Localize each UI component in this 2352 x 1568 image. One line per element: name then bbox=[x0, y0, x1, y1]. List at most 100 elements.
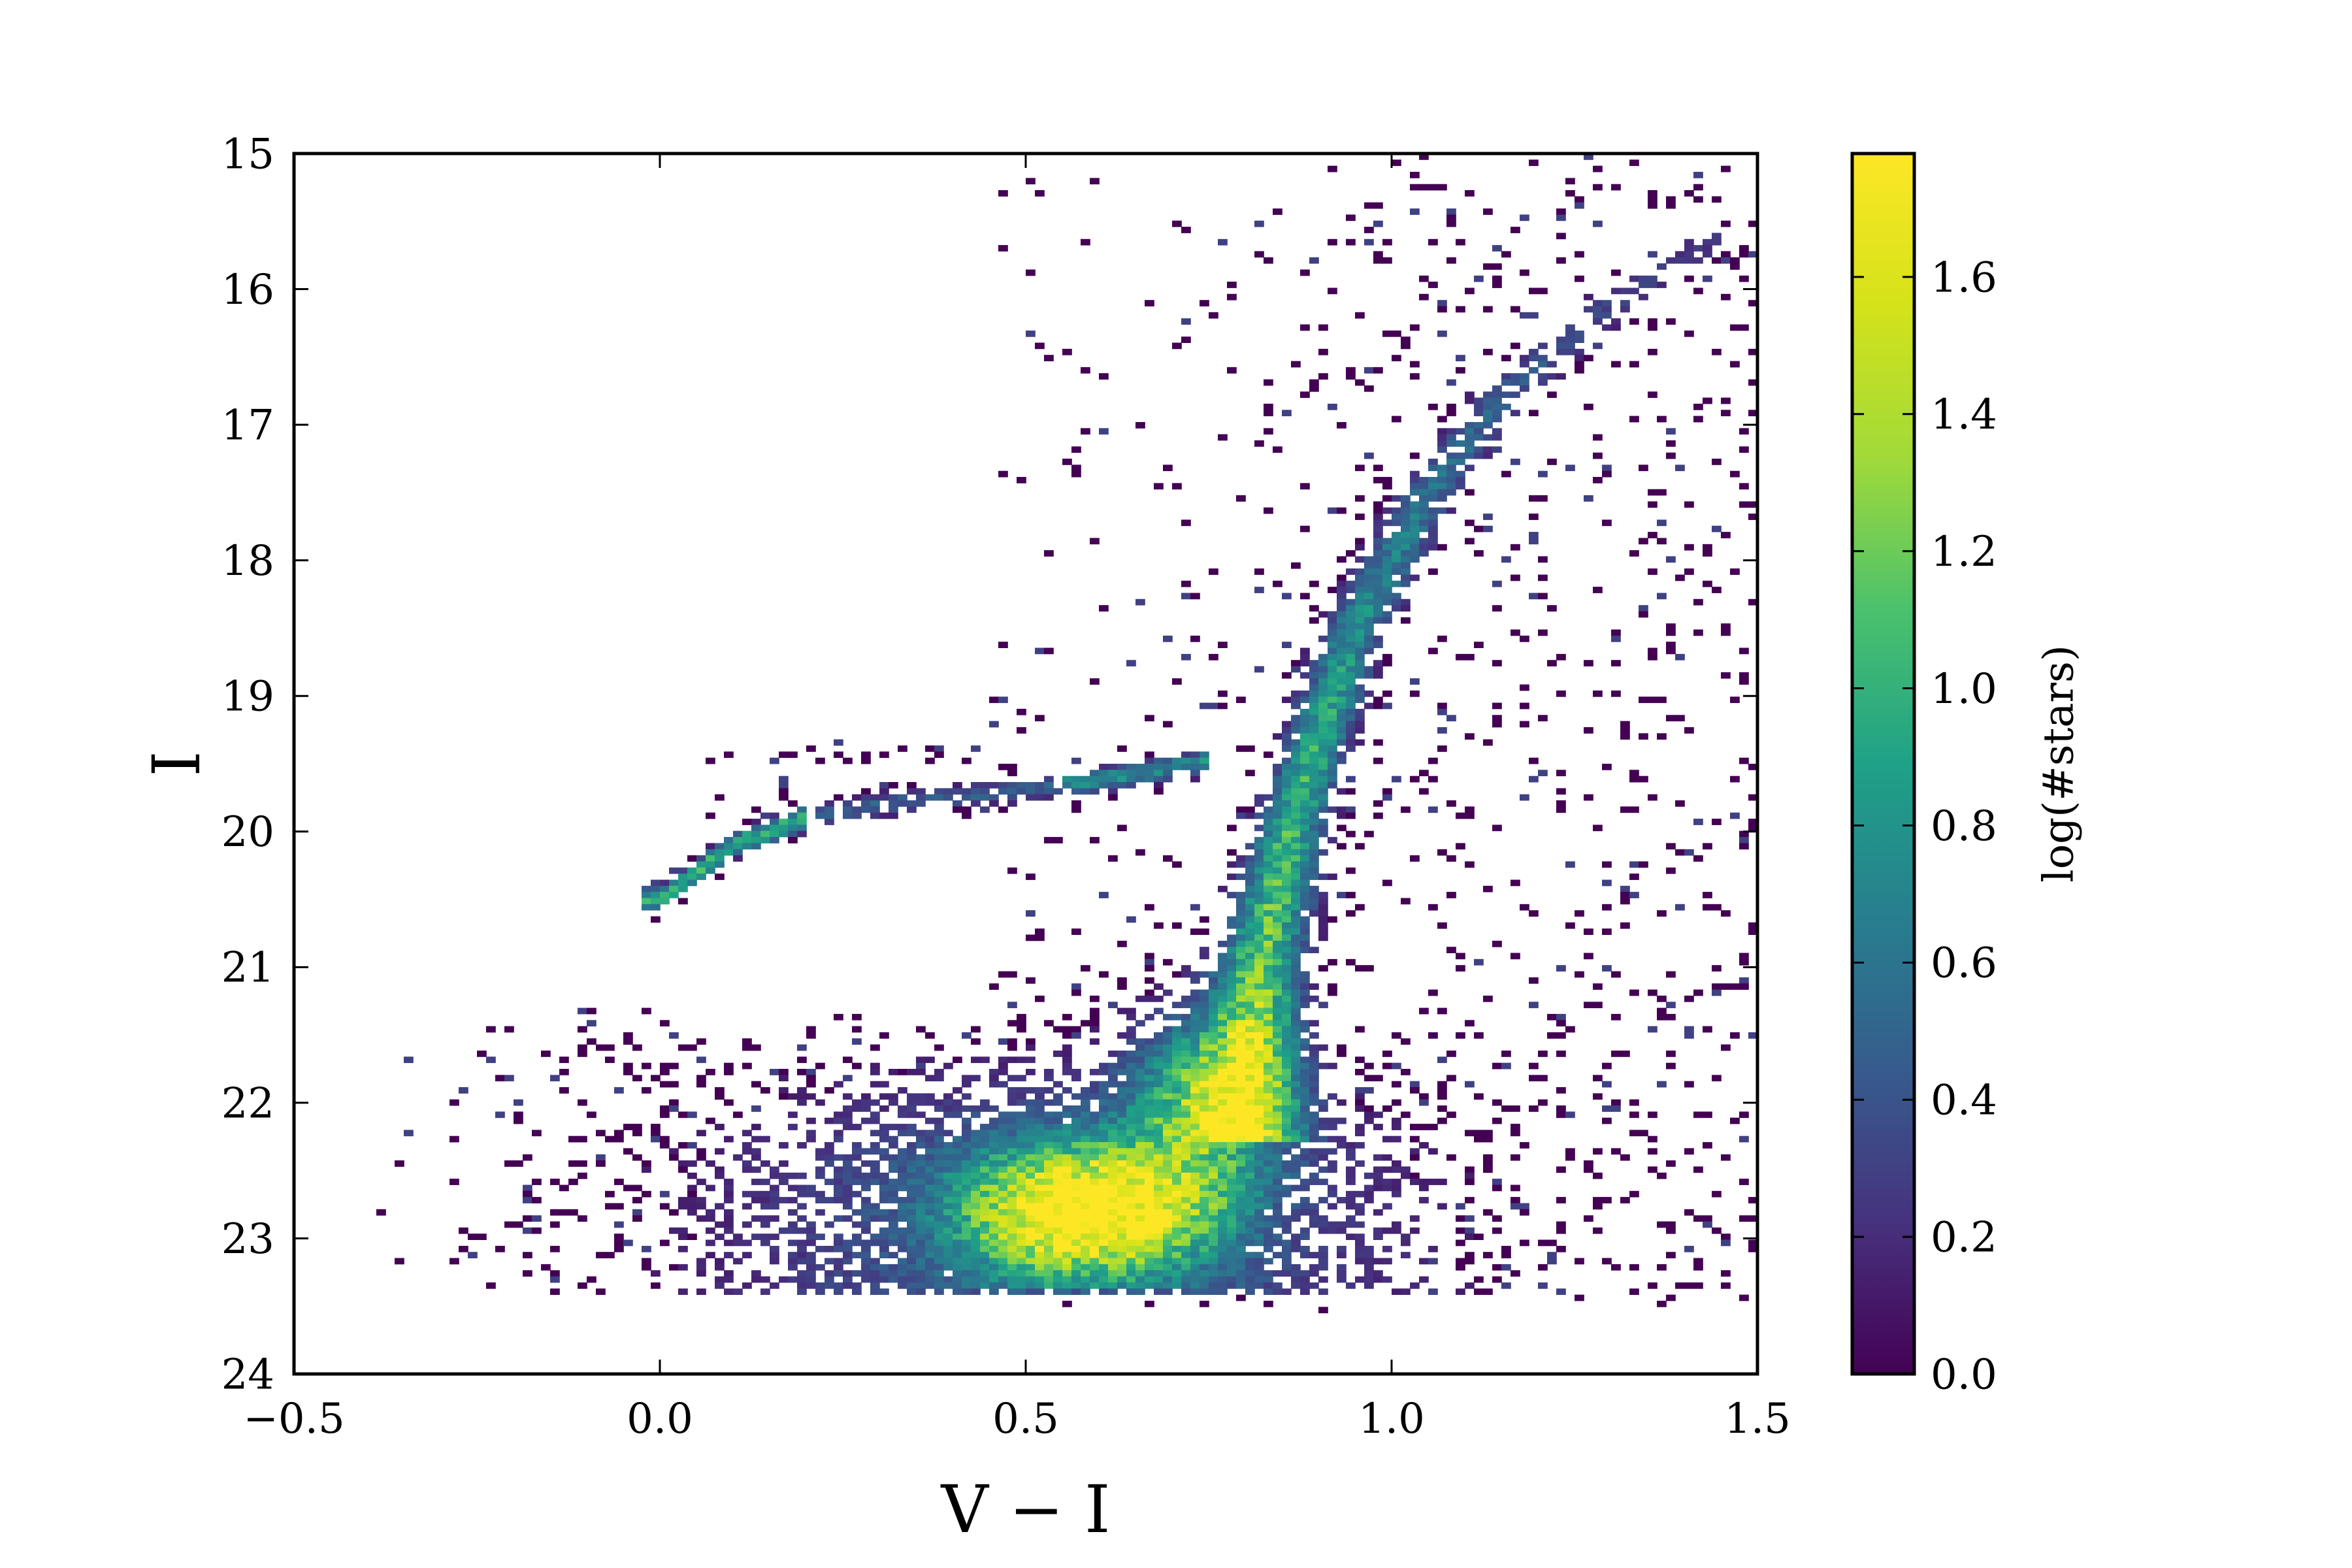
heatmap-bin bbox=[1154, 1288, 1164, 1295]
heatmap-bin bbox=[1163, 1172, 1173, 1179]
heatmap-bin bbox=[1392, 330, 1401, 337]
heatmap-bin bbox=[1108, 1160, 1118, 1167]
heatmap-bin bbox=[1337, 653, 1347, 661]
heatmap-bin bbox=[1145, 1179, 1154, 1185]
heatmap-bin bbox=[916, 1203, 926, 1210]
heatmap-bin bbox=[1117, 1252, 1127, 1258]
heatmap-bin bbox=[1135, 1117, 1145, 1124]
heatmap-bin bbox=[843, 1190, 853, 1198]
heatmap-bin bbox=[1172, 1069, 1182, 1075]
heatmap-bin bbox=[1090, 178, 1100, 185]
heatmap-bin bbox=[1181, 1197, 1191, 1203]
heatmap-bin bbox=[1309, 617, 1319, 624]
heatmap-bin bbox=[678, 874, 688, 880]
heatmap-bin bbox=[1730, 983, 1740, 990]
heatmap-bin bbox=[1346, 892, 1356, 898]
heatmap-bin bbox=[706, 861, 715, 868]
heatmap-bin bbox=[1355, 587, 1365, 593]
heatmap-bin bbox=[1090, 1135, 1100, 1143]
heatmap-bin bbox=[1181, 1032, 1191, 1039]
heatmap-bin bbox=[1126, 1087, 1136, 1094]
heatmap-bin bbox=[1154, 1105, 1164, 1112]
heatmap-bin bbox=[1282, 1069, 1292, 1075]
heatmap-bin bbox=[1547, 1013, 1557, 1021]
heatmap-bin bbox=[1017, 1258, 1026, 1265]
heatmap-bin bbox=[1474, 446, 1484, 453]
heatmap-bin bbox=[1163, 1288, 1173, 1295]
heatmap-bin bbox=[852, 812, 862, 819]
y-tick-label: 22 bbox=[221, 1079, 274, 1128]
heatmap-bin bbox=[1026, 1172, 1036, 1179]
heatmap-bin bbox=[916, 794, 926, 801]
heatmap-bin bbox=[1474, 1276, 1484, 1283]
heatmap-bin bbox=[1071, 989, 1081, 996]
heatmap-bin bbox=[953, 1184, 962, 1192]
heatmap-bin bbox=[660, 1111, 670, 1119]
heatmap-bin bbox=[788, 812, 798, 819]
heatmap-bin bbox=[1547, 660, 1557, 666]
heatmap-bin bbox=[861, 1252, 871, 1258]
heatmap-bin bbox=[1236, 1233, 1246, 1240]
heatmap-bin bbox=[1035, 1130, 1045, 1137]
heatmap-bin bbox=[1309, 1172, 1319, 1179]
heatmap-bin bbox=[1282, 776, 1292, 783]
heatmap-bin bbox=[1401, 507, 1411, 514]
heatmap-bin bbox=[1227, 995, 1237, 1002]
heatmap-bin bbox=[1593, 1172, 1603, 1179]
heatmap-bin bbox=[1145, 1197, 1154, 1203]
heatmap-bin bbox=[1145, 1221, 1154, 1228]
heatmap-bin bbox=[1446, 1111, 1456, 1119]
heatmap-bin bbox=[1264, 867, 1273, 874]
heatmap-bin bbox=[1200, 1166, 1209, 1173]
heatmap-bin bbox=[1593, 318, 1603, 325]
heatmap-bin bbox=[1282, 1056, 1292, 1064]
heatmap-bin bbox=[1172, 1111, 1182, 1119]
heatmap-bin bbox=[852, 1282, 862, 1289]
heatmap-bin bbox=[1382, 1105, 1392, 1112]
heatmap-bin bbox=[1575, 355, 1584, 361]
heatmap-bin bbox=[1401, 598, 1411, 606]
heatmap-bin bbox=[1126, 1142, 1136, 1149]
heatmap-bin bbox=[1209, 1209, 1218, 1216]
heatmap-bin bbox=[1218, 1032, 1228, 1039]
heatmap-bin bbox=[989, 800, 999, 807]
heatmap-bin bbox=[1099, 1087, 1109, 1094]
heatmap-bin bbox=[907, 1166, 917, 1173]
heatmap-bin bbox=[1026, 1154, 1036, 1161]
heatmap-bin bbox=[1300, 391, 1310, 399]
heatmap-bin bbox=[1291, 1239, 1301, 1247]
heatmap-bin bbox=[751, 1215, 761, 1222]
heatmap-bin bbox=[1154, 770, 1164, 777]
heatmap-bin bbox=[1355, 1276, 1365, 1283]
heatmap-bin bbox=[1227, 1038, 1237, 1045]
heatmap-bin bbox=[971, 1258, 981, 1265]
heatmap-bin bbox=[861, 1184, 871, 1192]
heatmap-bin bbox=[1200, 1209, 1209, 1216]
heatmap-bin bbox=[623, 1124, 633, 1130]
heatmap-bin bbox=[1309, 733, 1319, 740]
heatmap-bin bbox=[1547, 459, 1557, 465]
heatmap-bin bbox=[687, 874, 697, 880]
heatmap-bin bbox=[1291, 910, 1301, 917]
heatmap-bin bbox=[1117, 940, 1127, 947]
heatmap-bin bbox=[760, 1233, 770, 1240]
heatmap-bin bbox=[1712, 819, 1722, 825]
heatmap-bin bbox=[1364, 666, 1374, 673]
heatmap-bin bbox=[1163, 1051, 1173, 1057]
heatmap-bin bbox=[1181, 336, 1191, 343]
heatmap-bin bbox=[1044, 1075, 1054, 1082]
heatmap-bin bbox=[1227, 1172, 1237, 1179]
heatmap-bin bbox=[1282, 971, 1292, 978]
heatmap-bin bbox=[998, 1258, 1008, 1265]
heatmap-bin bbox=[1273, 1056, 1282, 1064]
heatmap-bin bbox=[907, 1270, 917, 1277]
heatmap-bin bbox=[934, 745, 944, 752]
heatmap-bin bbox=[1456, 367, 1465, 374]
heatmap-bin bbox=[1154, 1032, 1164, 1039]
heatmap-bin bbox=[1529, 410, 1539, 417]
heatmap-bin bbox=[879, 788, 889, 795]
heatmap-bin bbox=[1126, 770, 1136, 777]
heatmap-bin bbox=[1419, 184, 1429, 191]
heatmap-bin bbox=[1273, 1007, 1282, 1015]
heatmap-bin bbox=[715, 1258, 725, 1265]
